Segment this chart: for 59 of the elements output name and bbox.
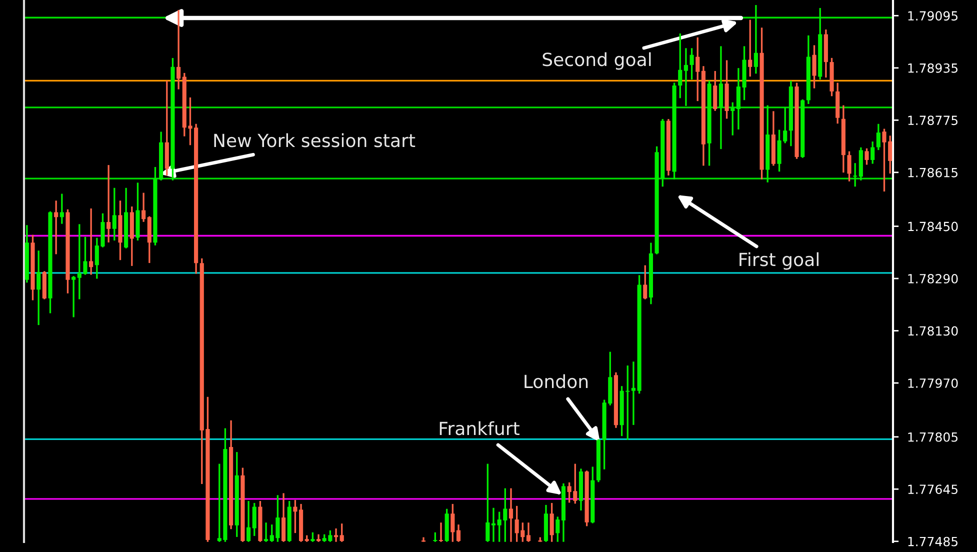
candlestick bbox=[72, 276, 76, 318]
y-tick-label: 1.79095 bbox=[908, 11, 958, 21]
candlestick bbox=[246, 501, 251, 542]
candlestick bbox=[678, 33, 682, 98]
candlestick bbox=[264, 522, 268, 542]
candlestick bbox=[112, 188, 116, 240]
annotation: Frankfurt bbox=[440, 421, 520, 436]
candlestick bbox=[142, 192, 146, 222]
candlestick bbox=[54, 200, 58, 254]
candlestick bbox=[526, 522, 531, 542]
candlestick bbox=[730, 102, 735, 136]
candlestick bbox=[293, 500, 298, 534]
candlestick bbox=[456, 524, 461, 542]
candlestick bbox=[281, 493, 286, 542]
y-tick-label: 1.77970 bbox=[908, 378, 958, 388]
candlestick bbox=[690, 48, 694, 80]
candlestick bbox=[508, 488, 514, 542]
annotation: New York session start bbox=[214, 133, 416, 148]
candlestick bbox=[556, 516, 560, 542]
candlestick bbox=[876, 124, 880, 150]
candlestick bbox=[643, 265, 648, 300]
candlestick bbox=[812, 45, 816, 88]
candlestick bbox=[754, 5, 758, 74]
candlestick bbox=[450, 504, 455, 542]
y-tick-label: 1.78130 bbox=[908, 326, 958, 336]
candlestick bbox=[847, 151, 852, 182]
candlestick bbox=[438, 522, 444, 542]
annotation: London bbox=[524, 374, 588, 388]
candlestick bbox=[316, 534, 321, 542]
candlestick bbox=[491, 508, 496, 542]
y-tick-label: 1.77645 bbox=[908, 484, 958, 494]
candlestick bbox=[853, 163, 858, 187]
candlestick bbox=[631, 362, 636, 425]
y-tick-label: 1.78615 bbox=[908, 168, 958, 178]
candlestick bbox=[340, 524, 344, 542]
candlestick bbox=[334, 528, 338, 542]
candlestick bbox=[433, 532, 438, 542]
y-tick-label: 1.78935 bbox=[908, 63, 958, 73]
candlestick bbox=[684, 48, 688, 106]
candlestick bbox=[864, 148, 869, 165]
candlestick bbox=[36, 250, 41, 326]
candlestick bbox=[713, 70, 718, 111]
candlestick bbox=[106, 165, 111, 242]
annotation: Second goal bbox=[542, 52, 651, 70]
y-tick-label: 1.78290 bbox=[908, 274, 958, 284]
y-tick-label: 1.77485 bbox=[908, 536, 958, 546]
candlestick bbox=[870, 142, 875, 164]
candlestick bbox=[486, 464, 490, 542]
candlestick bbox=[550, 502, 554, 542]
y-tick-label: 1.77805 bbox=[908, 432, 958, 442]
annotation: First goal bbox=[740, 252, 818, 270]
y-tick-label: 1.78775 bbox=[908, 116, 958, 126]
y-tick-label: 1.78450 bbox=[908, 222, 958, 232]
candlestick bbox=[748, 20, 752, 77]
candlestick bbox=[252, 502, 256, 536]
candlestick bbox=[696, 37, 700, 102]
candlestick bbox=[60, 194, 64, 224]
candlestick bbox=[89, 208, 94, 275]
candlestick bbox=[176, 10, 181, 90]
